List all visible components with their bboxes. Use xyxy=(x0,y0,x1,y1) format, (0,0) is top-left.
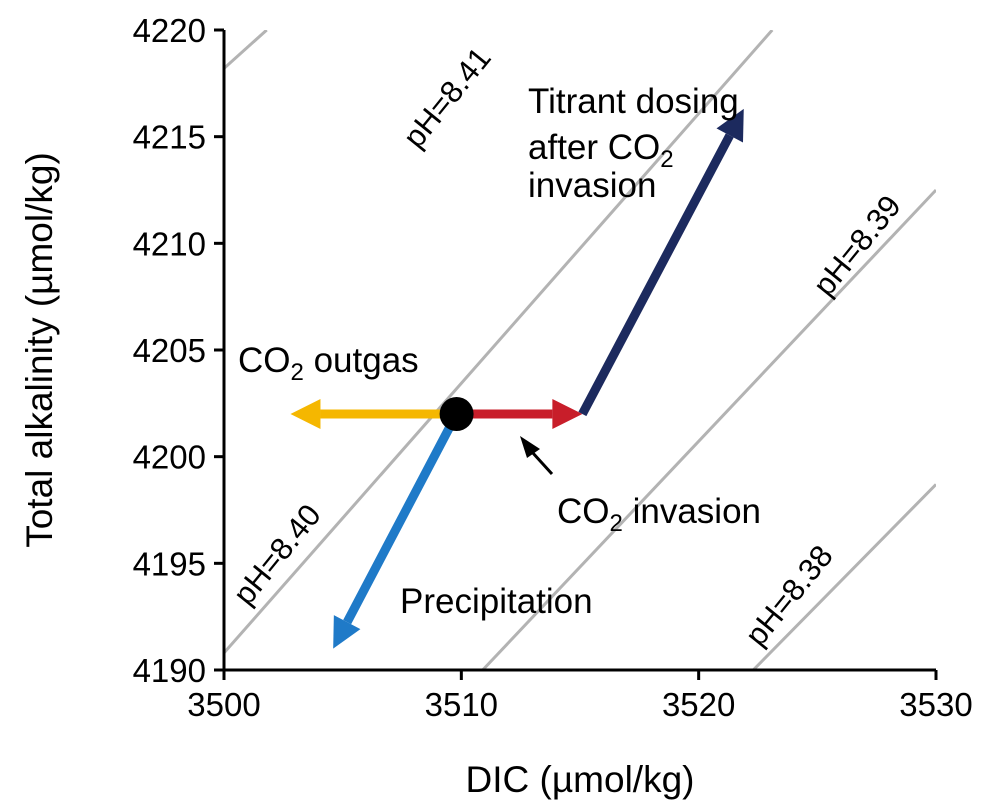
start-point xyxy=(439,397,474,431)
vector-titrant-dosing-after-co2-invasion xyxy=(578,133,734,417)
vector-head-titrant-dosing-after-co2-invasion xyxy=(716,108,744,143)
vector-head-co2-outgas xyxy=(290,399,321,429)
vector-precipitation xyxy=(343,411,461,625)
y-tick-label: 4210 xyxy=(133,225,206,262)
y-tick-label: 4200 xyxy=(133,439,206,476)
x-tick-label: 3500 xyxy=(187,686,260,723)
y-axis-title: Total alkalinity (µmol/kg) xyxy=(19,152,60,548)
vector-head-precipitation xyxy=(333,615,361,649)
y-tick-label: 4215 xyxy=(133,119,206,156)
isoline-840 xyxy=(224,30,774,654)
y-tick-label: 4205 xyxy=(133,332,206,369)
y-tick-label: 4195 xyxy=(133,545,206,582)
x-tick-label: 3520 xyxy=(662,686,735,723)
annotation-precipitation: Precipitation xyxy=(400,582,593,621)
isoline-839 xyxy=(481,188,936,670)
isoline-838 xyxy=(752,483,936,670)
annotation-titrant-line3: invasion xyxy=(528,166,656,205)
annotation-titrant-line2: after CO2 xyxy=(528,128,674,173)
x-tick-label: 3530 xyxy=(899,686,972,723)
iso-label-8-41: pH=8.41 xyxy=(396,41,498,155)
vector-head-co2-invasion xyxy=(552,399,583,429)
annotation-titrant-line1: Titrant dosing xyxy=(528,82,739,121)
x-axis-title: DIC (µmol/kg) xyxy=(466,759,695,800)
isoline-841 xyxy=(224,30,268,70)
annotation-co2-invasion: CO2 invasion xyxy=(557,492,761,537)
co2-invasion-pointer xyxy=(520,436,554,476)
annotation-co2-outgas: CO2 outgas xyxy=(238,341,419,386)
y-tick-label: 4190 xyxy=(133,652,206,689)
y-tick-label: 4220 xyxy=(133,12,206,49)
iso-label-8-39: pH=8.39 xyxy=(806,189,908,303)
x-tick-label: 3510 xyxy=(425,686,498,723)
